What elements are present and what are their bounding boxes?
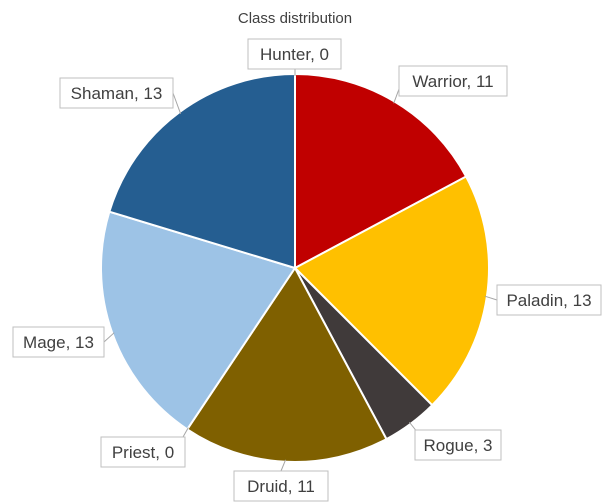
leader-line-shaman [172,92,182,114]
data-label-box [398,65,508,97]
data-label-text: Priest, 0 [112,443,174,462]
data-label-box [247,38,342,70]
data-label-text: Shaman, 13 [71,84,163,103]
data-label-box [496,284,602,316]
leader-line-priest [182,427,189,438]
data-label-text: Warrior, 11 [412,72,493,91]
leader-line-druid [280,459,287,472]
leader-line-paladin [484,295,498,301]
pie-slice-druid [185,266,388,463]
data-label-text: Rogue, 3 [424,436,493,455]
data-label-mage: Mage, 13 [12,326,105,358]
data-label-box [59,77,174,109]
data-label-rogue: Rogue, 3 [414,429,502,461]
data-label-warrior: Warrior, 11 [398,65,508,97]
data-label-paladin: Paladin, 13 [496,284,602,316]
data-label-text: Druid, 11 [247,477,315,496]
data-label-text: Mage, 13 [23,333,94,352]
chart-title: Class distribution [238,10,352,27]
data-label-box [12,326,105,358]
data-label-text: Paladin, 13 [506,291,591,310]
data-label-box [233,470,329,502]
data-label-box [100,436,186,468]
data-label-priest: Priest, 0 [100,436,186,468]
data-label-druid: Druid, 11 [233,470,329,502]
data-labels: Warrior, 11 Paladin, 13 Rogue, 3 Druid, 11 P… [12,38,602,502]
pie-slices [100,72,490,463]
leader-line-mage [103,332,115,343]
data-label-box [414,429,502,461]
pie-slice-shaman [108,72,296,270]
data-label-text: Hunter, 0 [260,45,329,64]
pie-slice-mage [100,210,297,431]
data-label-shaman: Shaman, 13 [59,77,174,109]
data-label-hunter: Hunter, 0 [247,38,342,70]
